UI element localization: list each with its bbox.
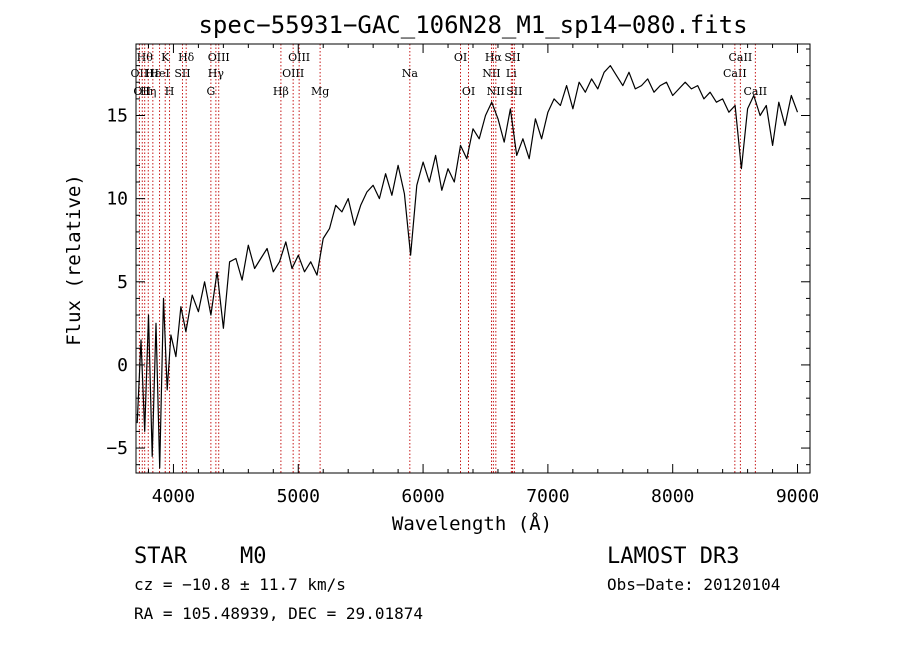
line-marker-label-28: CaII	[743, 85, 767, 98]
x-tick-label-5: 9000	[776, 486, 819, 507]
survey-name: LAMOST DR3	[607, 544, 739, 569]
line-marker-label-25: SII	[506, 85, 522, 98]
line-marker-label-23: Li	[506, 67, 517, 80]
line-marker-label-9: Hδ	[178, 51, 195, 64]
y-tick-label-2: 5	[117, 272, 128, 293]
line-marker-label-17: Na	[402, 67, 419, 80]
line-marker-label-7: H	[165, 85, 175, 98]
x-tick-label-4: 8000	[651, 486, 694, 507]
obs-date: Obs−Date: 20120104	[607, 575, 780, 594]
y-axis-label: Flux (relative)	[63, 174, 85, 346]
x-tick-label-3: 7000	[526, 486, 569, 507]
line-marker-label-12: OIII	[208, 51, 230, 64]
plot-frame	[135, 43, 811, 474]
line-marker-label-14: OIII	[282, 67, 304, 80]
line-marker-label-19: OI	[462, 85, 475, 98]
x-axis-label: Wavelength (Å)	[392, 512, 552, 535]
line-marker-label-18: OI	[454, 51, 467, 64]
line-marker-label-3: Hη	[140, 85, 156, 98]
line-marker-label-26: CaII	[723, 67, 747, 80]
y-axis: −5 0 5 10 15	[106, 48, 810, 466]
object-class: STAR	[134, 544, 188, 569]
line-marker-label-8: SII	[174, 67, 190, 80]
line-marker-label-15: OIII	[288, 51, 310, 64]
line-marker-label-20: NII	[482, 67, 500, 80]
line-marker-label-0: OII	[131, 67, 149, 80]
x-tick-label-1: 5000	[277, 486, 320, 507]
line-marker-label-22: NII	[487, 85, 505, 98]
chart-title: spec−55931−GAC_106N28_M1_sp14−080.fits	[198, 11, 747, 39]
y-tick-label-3: 10	[106, 189, 128, 210]
y-tick-label-1: 0	[117, 355, 128, 376]
line-marker-label-4: Hε	[145, 67, 161, 80]
line-marker-label-13: Hβ	[273, 85, 289, 98]
spectrum-series-line	[136, 65, 799, 469]
line-marker-label-6: K	[161, 51, 170, 64]
y-tick-label-4: 15	[106, 106, 128, 127]
line-marker-label-5: HeI	[149, 67, 169, 80]
line-marker-label-2: Hθ	[137, 51, 154, 64]
x-tick-label-2: 6000	[401, 486, 444, 507]
x-axis: 4000 5000 6000 7000 8000 9000	[147, 44, 819, 507]
line-marker-label-27: CaII	[729, 51, 753, 64]
line-marker-label-11: Hγ	[208, 67, 225, 80]
x-tick-label-0: 4000	[152, 486, 195, 507]
line-marker-label-1: OII	[133, 85, 151, 98]
coordinates: RA = 105.48939, DEC = 29.01874	[134, 604, 423, 623]
object-subclass: M0	[240, 544, 267, 569]
y-tick-label-0: −5	[106, 438, 128, 459]
line-marker-label-24: SII	[504, 51, 520, 64]
line-marker-label-16: Mg	[311, 85, 329, 98]
line-marker-label-21: Hα	[485, 51, 503, 64]
line-marker-label-10: G	[206, 85, 215, 98]
redshift-info: cz = −10.8 ± 11.7 km/s	[134, 575, 346, 594]
